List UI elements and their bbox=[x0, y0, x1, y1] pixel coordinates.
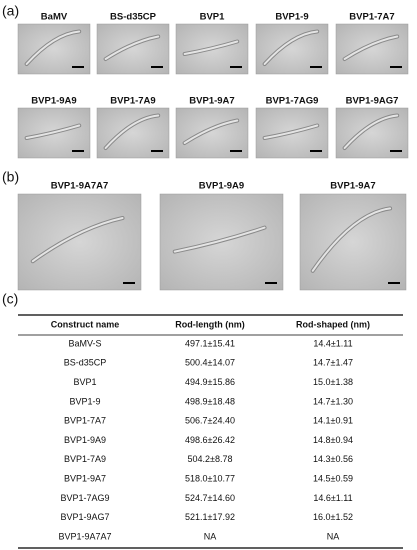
table-cell: 497.1±15.41 bbox=[185, 338, 235, 348]
panel-label: (c) bbox=[2, 291, 18, 307]
table-cell: BVP1-7A9 bbox=[64, 454, 106, 464]
scale-bar bbox=[72, 150, 84, 152]
micrograph bbox=[17, 193, 142, 291]
table-cell: BVP1-9A7 bbox=[64, 473, 106, 483]
table-cell: 14.1±0.91 bbox=[313, 416, 353, 426]
table-cell: 14.4±1.11 bbox=[313, 338, 352, 348]
table-cell: 524.7±14.60 bbox=[185, 493, 235, 503]
image-label: BS-d35CP bbox=[110, 12, 157, 23]
image-label: BVP1-9 bbox=[275, 12, 308, 23]
table-cell: BVP1-9 bbox=[69, 396, 100, 406]
image-label: BVP1-9A7 bbox=[330, 181, 375, 192]
image-label: BVP1-9A9 bbox=[31, 96, 76, 107]
image-label: BVP1-7A9 bbox=[110, 96, 155, 107]
micrograph bbox=[96, 23, 170, 75]
table-cell: 15.0±1.38 bbox=[313, 377, 353, 387]
virus-rod-core bbox=[25, 124, 81, 139]
table-cell: BVP1-9AG7 bbox=[60, 512, 109, 522]
table-cell: 494.9±15.86 bbox=[185, 377, 235, 387]
image-label: BVP1-9A9 bbox=[199, 181, 244, 192]
micrograph bbox=[175, 107, 249, 159]
image-label: BVP1-9AG7 bbox=[346, 96, 399, 107]
virus-rod-core bbox=[183, 119, 239, 144]
table-cell: 16.0±1.52 bbox=[313, 512, 353, 522]
table-cell: BVP1 bbox=[73, 377, 96, 387]
image-label: BVP1-7AG9 bbox=[266, 96, 319, 107]
table-cell: 521.1±17.92 bbox=[185, 512, 235, 522]
scale-bar bbox=[310, 66, 322, 68]
panel-label: (b) bbox=[2, 169, 19, 185]
table-header: Construct name bbox=[51, 319, 120, 329]
scale-bar bbox=[151, 150, 163, 152]
scale-bar bbox=[230, 66, 242, 68]
scale-bar bbox=[265, 282, 277, 284]
table-cell: BVP1-9A7A7 bbox=[58, 531, 111, 541]
table-cell: BVP1-7A7 bbox=[64, 416, 106, 426]
table-header: Rod-shaped (nm) bbox=[296, 319, 370, 329]
virus-rod-core bbox=[25, 30, 81, 65]
virus-rod-core bbox=[263, 124, 319, 139]
image-label: BVP1-9A7A7 bbox=[51, 181, 109, 192]
table-cell: 14.7±1.30 bbox=[313, 396, 353, 406]
table-cell: BaMV-S bbox=[68, 338, 101, 348]
scale-bar bbox=[390, 66, 402, 68]
image-label: BVP1-9A7 bbox=[189, 96, 234, 107]
image-label: BaMV bbox=[41, 12, 68, 23]
table-header: Rod-length (nm) bbox=[175, 319, 244, 329]
virus-rod-core bbox=[104, 114, 160, 149]
scale-bar bbox=[123, 282, 135, 284]
scale-bar bbox=[230, 150, 242, 152]
table-cell: 14.8±0.94 bbox=[313, 435, 353, 445]
table-cell: BS-d35CP bbox=[64, 358, 107, 368]
table-cell: NA bbox=[327, 531, 340, 541]
table-cell: 506.7±24.40 bbox=[185, 416, 235, 426]
virus-rod-core bbox=[343, 114, 399, 149]
table-cell: BVP1-7AG9 bbox=[60, 493, 109, 503]
scale-bar bbox=[151, 66, 163, 68]
table-cell: 500.4±14.07 bbox=[185, 358, 235, 368]
scale-bar bbox=[390, 150, 402, 152]
virus-rod-core bbox=[263, 30, 319, 65]
scale-bar bbox=[388, 282, 400, 284]
scale-bar bbox=[310, 150, 322, 152]
table-cell: 498.9±18.48 bbox=[185, 396, 235, 406]
scale-bar bbox=[72, 66, 84, 68]
table-cell: NA bbox=[204, 531, 217, 541]
image-label: BVP1 bbox=[200, 12, 226, 23]
virus-rod-core bbox=[104, 35, 160, 60]
image-label: BVP1-7A7 bbox=[349, 12, 394, 23]
table-cell: 518.0±10.77 bbox=[185, 473, 235, 483]
virus-rod-core bbox=[343, 35, 399, 60]
table-cell: BVP1-9A9 bbox=[64, 435, 106, 445]
table-cell: 504.2±8.78 bbox=[188, 454, 233, 464]
table-cell: 14.7±1.47 bbox=[313, 358, 353, 368]
virus-rod-core bbox=[31, 217, 124, 263]
virus-rod-core bbox=[183, 40, 239, 55]
panel-label: (a) bbox=[2, 3, 19, 19]
micrograph bbox=[335, 23, 409, 75]
virus-rod-core bbox=[173, 226, 266, 253]
table-cell: 14.3±0.56 bbox=[313, 454, 353, 464]
table-cell: 14.6±1.11 bbox=[313, 493, 352, 503]
table-cell: 498.6±26.42 bbox=[185, 435, 235, 445]
table-cell: 14.5±0.59 bbox=[313, 473, 353, 483]
virus-rod-core bbox=[311, 207, 392, 272]
